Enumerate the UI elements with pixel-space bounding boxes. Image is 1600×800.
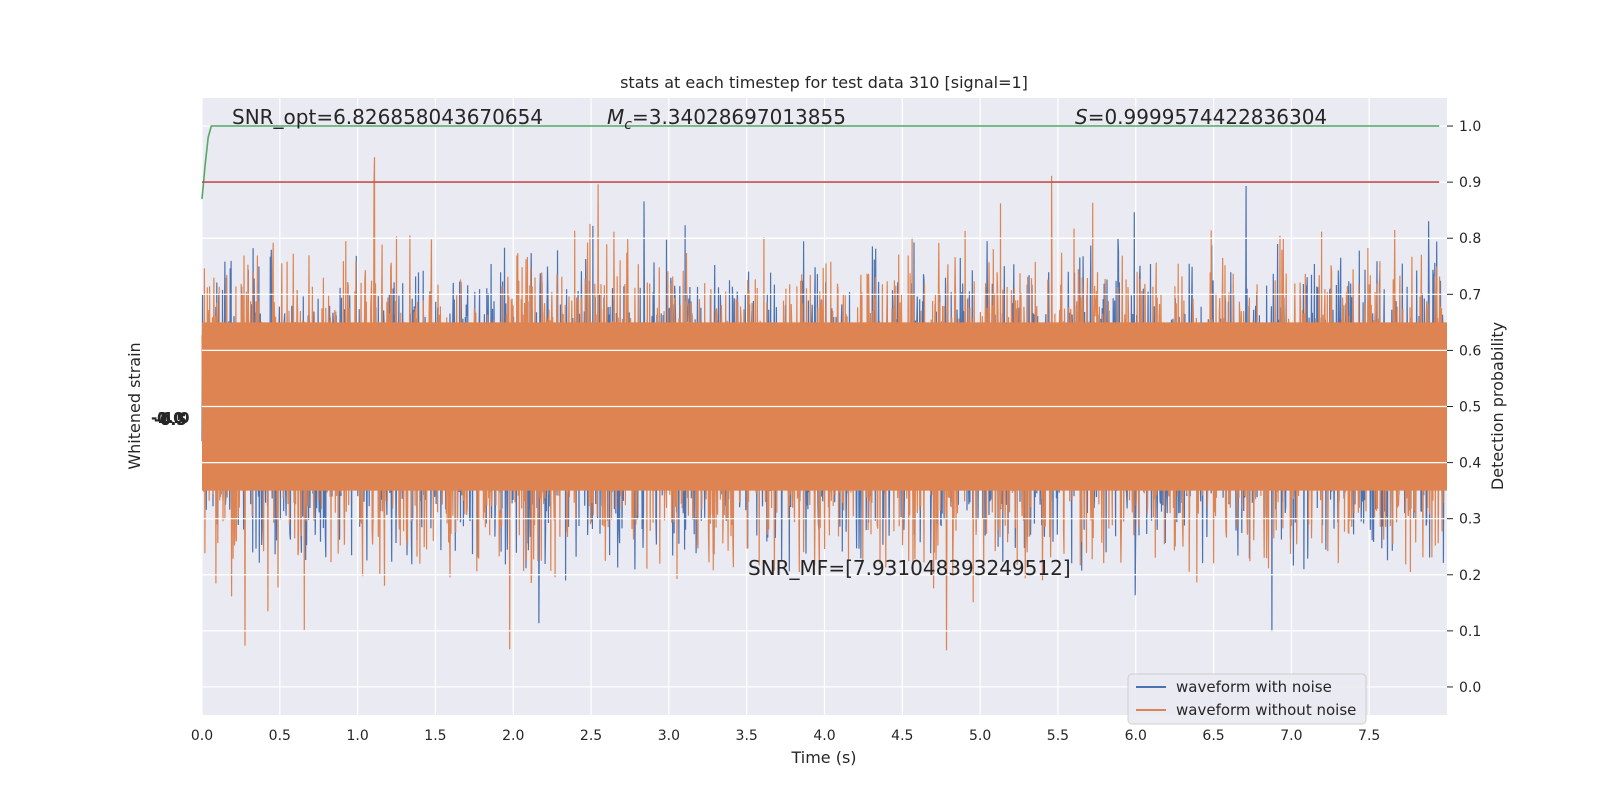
series-detection-probability	[201, 125, 1440, 200]
right-axis-ticks: 0.0 0.1 0.2 0.3 0.4 0.5 0.6 0.7 0.8 0.9 1.0	[1447, 119, 1481, 696]
waveform-noise-layer	[201, 125, 1447, 688]
x-tick-label: 7.5	[1358, 728, 1380, 744]
x-tick-label: 2.5	[580, 728, 602, 744]
probability-lines	[201, 125, 1440, 200]
x-tick-label: 4.0	[813, 728, 835, 744]
snr-opt-annotation: SNR_opt=6.826858043670654	[232, 105, 543, 129]
left-tick-label: -1.0	[151, 409, 184, 427]
snr-mf-annotation: SNR_MF=[7.931048393249512]	[748, 556, 1071, 580]
legend-box	[1127, 673, 1367, 725]
right-tick-label: 0.9	[1459, 175, 1481, 191]
x-axis-ticks: 0.0 0.5 1.0 1.5 2.0 2.5 3.0 3.5 4.0 4.5 5.0 5.5 6.0 6…	[191, 728, 1380, 744]
x-tick-label: 0.5	[269, 728, 291, 744]
chirp-mass-symbol: M	[607, 105, 624, 129]
legend-label-with-noise: waveform with noise	[1176, 678, 1332, 696]
right-axis-label: Detection probability	[1488, 322, 1507, 490]
left-tick-label: -0.5	[154, 411, 187, 429]
right-tick-label: 0.4	[1459, 456, 1481, 472]
right-tick-label: 0.0	[1459, 680, 1481, 696]
x-tick-label: 3.0	[658, 728, 680, 744]
chart-title: stats at each timestep for test data 310…	[620, 73, 1028, 92]
score-symbol: S	[1075, 105, 1088, 129]
x-tick-label: 0.0	[191, 728, 213, 744]
x-tick-label: 2.0	[502, 728, 524, 744]
x-tick-label: 3.5	[736, 728, 758, 744]
right-tick-label: 0.7	[1459, 287, 1481, 303]
x-tick-label: 4.5	[891, 728, 913, 744]
right-tick-label: 1.0	[1459, 119, 1481, 135]
right-tick-label: 0.5	[1459, 400, 1481, 416]
left-axis-tick-labels: -1.0-0.50.00.51.0	[151, 409, 190, 429]
left-axis-label: Whitened strain	[125, 342, 144, 469]
legend: waveform with noise waveform without noi…	[1127, 673, 1367, 725]
score-annotation: S=0.9999574422836304	[1075, 105, 1327, 129]
chirp-mass-annotation: Mc=3.34028697013855	[607, 105, 846, 133]
right-tick-label: 0.1	[1459, 624, 1481, 640]
x-tick-label: 5.0	[969, 728, 991, 744]
chirp-mass-value: =3.34028697013855	[632, 105, 846, 129]
x-tick-label: 5.5	[1047, 728, 1069, 744]
right-tick-label: 0.6	[1459, 343, 1481, 359]
x-tick-label: 6.0	[1125, 728, 1147, 744]
x-axis-label: Time (s)	[790, 748, 856, 767]
left-tick-label: 1.0	[163, 409, 190, 427]
x-tick-label: 1.5	[424, 728, 446, 744]
right-tick-label: 0.3	[1459, 512, 1481, 528]
x-tick-label: 6.5	[1202, 728, 1224, 744]
right-tick-label: 0.8	[1459, 231, 1481, 247]
score-value: =0.9999574422836304	[1088, 105, 1327, 129]
chirp-mass-subscript: c	[624, 117, 632, 133]
left-tick-label: 0.5	[160, 411, 187, 429]
right-tick-label: 0.2	[1459, 568, 1481, 584]
left-tick-label: 0.0	[157, 409, 184, 427]
x-tick-label: 1.0	[346, 728, 368, 744]
legend-label-without-noise: waveform without noise	[1176, 701, 1356, 719]
x-tick-label: 7.0	[1280, 728, 1302, 744]
